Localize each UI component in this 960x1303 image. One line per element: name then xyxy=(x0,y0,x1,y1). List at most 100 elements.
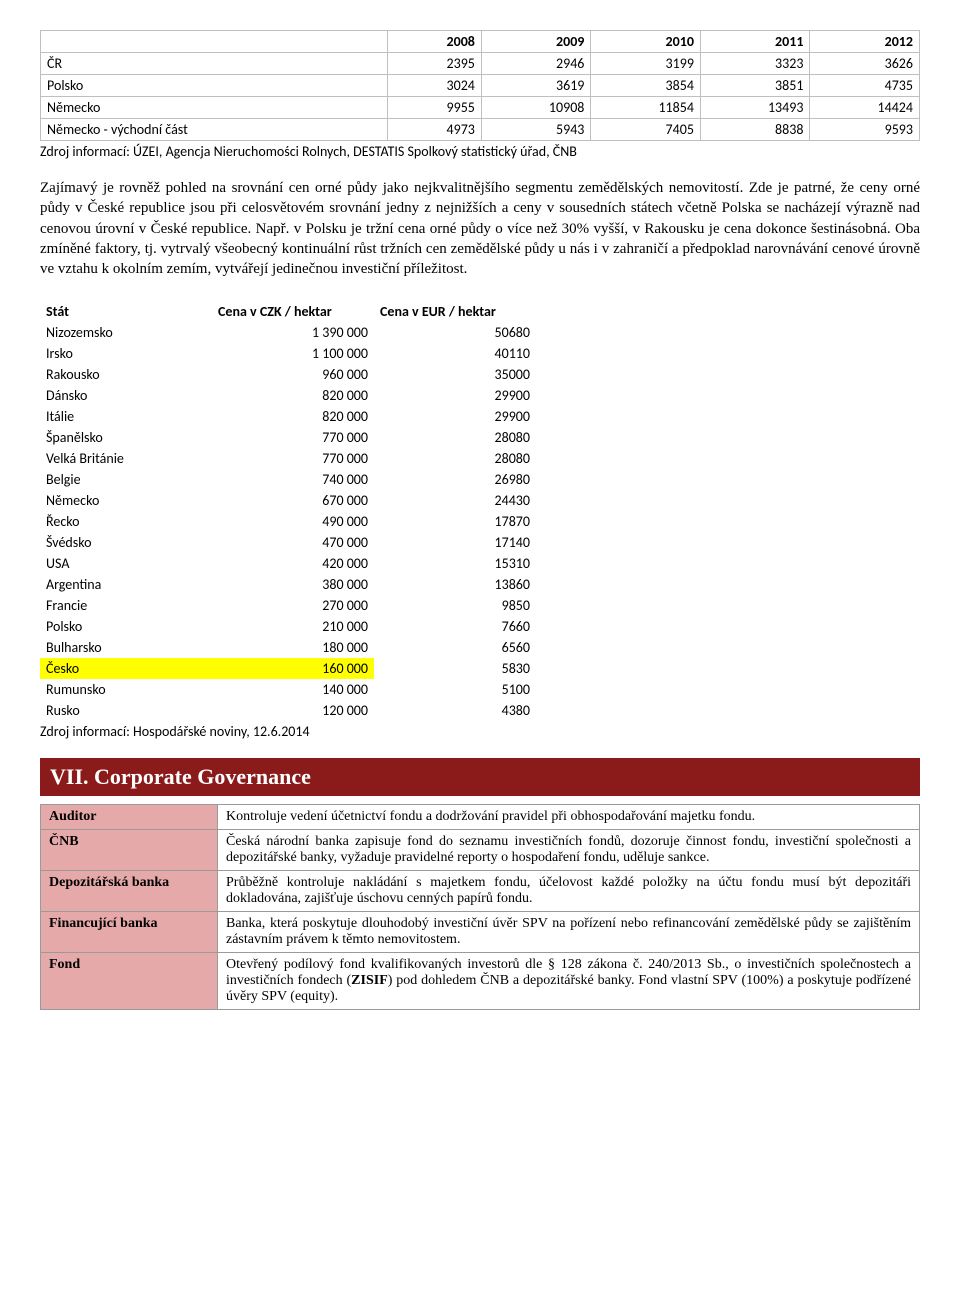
country-cell: Rusko xyxy=(40,700,212,721)
col-czk-header: Cena v CZK / hektar xyxy=(212,301,374,322)
year-header: 2012 xyxy=(810,31,920,53)
table-row: Itálie820 00029900 xyxy=(40,406,536,427)
table1-source: Zdroj informací: ÚZEI, Agencja Nieruchom… xyxy=(40,143,920,160)
table-row: Švédsko470 00017140 xyxy=(40,532,536,553)
table-row: Rakousko960 00035000 xyxy=(40,364,536,385)
table2-source: Zdroj informací: Hospodářské noviny, 12.… xyxy=(40,723,920,740)
price-cell: 470 000 xyxy=(212,532,374,553)
price-cell: 9850 xyxy=(374,595,536,616)
country-cell: Rakousko xyxy=(40,364,212,385)
table-row: Velká Británie770 00028080 xyxy=(40,448,536,469)
data-cell: 11854 xyxy=(591,97,701,119)
data-cell: 4735 xyxy=(810,75,920,97)
price-cell: 1 390 000 xyxy=(212,322,374,343)
country-cell: Česko xyxy=(40,658,212,679)
gov-row: Financující bankaBanka, která poskytuje … xyxy=(41,912,920,953)
price-cell: 17870 xyxy=(374,511,536,532)
year-header: 2010 xyxy=(591,31,701,53)
price-cell: 770 000 xyxy=(212,448,374,469)
data-cell: 9955 xyxy=(388,97,481,119)
gov-row: FondOtevřený podílový fond kvalifikovaný… xyxy=(41,953,920,1010)
section-title: VII. Corporate Governance xyxy=(40,758,920,796)
table-row: Polsko210 0007660 xyxy=(40,616,536,637)
price-cell: 270 000 xyxy=(212,595,374,616)
row-label: Německo xyxy=(41,97,388,119)
year-header: 2009 xyxy=(481,31,591,53)
data-cell: 2395 xyxy=(388,53,481,75)
data-cell: 2946 xyxy=(481,53,591,75)
gov-text: Průběžně kontroluje nakládání s majetkem… xyxy=(218,871,920,912)
table-header-row: Stát Cena v CZK / hektar Cena v EUR / he… xyxy=(40,301,536,322)
country-cell: Velká Británie xyxy=(40,448,212,469)
table-row: Irsko1 100 00040110 xyxy=(40,343,536,364)
table-row: USA420 00015310 xyxy=(40,553,536,574)
price-cell: 40110 xyxy=(374,343,536,364)
country-cell: Nizozemsko xyxy=(40,322,212,343)
row-label: ČR xyxy=(41,53,388,75)
col-eur-header: Cena v EUR / hektar xyxy=(374,301,536,322)
price-cell: 17140 xyxy=(374,532,536,553)
price-cell: 29900 xyxy=(374,385,536,406)
table-row: Německo670 00024430 xyxy=(40,490,536,511)
gov-row: AuditorKontroluje vedení účetnictví fond… xyxy=(41,805,920,830)
data-cell: 3024 xyxy=(388,75,481,97)
table-row: Nizozemsko1 390 00050680 xyxy=(40,322,536,343)
country-cell: Argentina xyxy=(40,574,212,595)
price-cell: 35000 xyxy=(374,364,536,385)
price-cell: 120 000 xyxy=(212,700,374,721)
price-cell: 29900 xyxy=(374,406,536,427)
body-paragraph: Zajímavý je rovněž pohled na srovnání ce… xyxy=(40,178,920,279)
price-cell: 490 000 xyxy=(212,511,374,532)
price-cell: 6560 xyxy=(374,637,536,658)
data-cell: 9593 xyxy=(810,119,920,141)
price-cell: 24430 xyxy=(374,490,536,511)
table-row: ČR23952946319933233626 xyxy=(41,53,920,75)
country-cell: Švédsko xyxy=(40,532,212,553)
table-row: Česko160 0005830 xyxy=(40,658,536,679)
country-cell: Německo xyxy=(40,490,212,511)
country-price-table: Stát Cena v CZK / hektar Cena v EUR / he… xyxy=(40,301,536,721)
price-cell: 740 000 xyxy=(212,469,374,490)
price-cell: 5830 xyxy=(374,658,536,679)
table-row: Francie270 0009850 xyxy=(40,595,536,616)
price-cell: 140 000 xyxy=(212,679,374,700)
price-cell: 7660 xyxy=(374,616,536,637)
data-cell: 3619 xyxy=(481,75,591,97)
row-label: Polsko xyxy=(41,75,388,97)
country-cell: Itálie xyxy=(40,406,212,427)
row-label: Německo - východní část xyxy=(41,119,388,141)
table-row: Belgie740 00026980 xyxy=(40,469,536,490)
gov-label: Fond xyxy=(41,953,218,1010)
table-row: Řecko490 00017870 xyxy=(40,511,536,532)
price-cell: 820 000 xyxy=(212,385,374,406)
gov-label: Financující banka xyxy=(41,912,218,953)
data-cell: 13493 xyxy=(700,97,810,119)
country-cell: Irsko xyxy=(40,343,212,364)
table-row: Polsko30243619385438514735 xyxy=(41,75,920,97)
country-cell: Dánsko xyxy=(40,385,212,406)
price-cell: 670 000 xyxy=(212,490,374,511)
country-cell: Řecko xyxy=(40,511,212,532)
country-cell: Bulharsko xyxy=(40,637,212,658)
price-cell: 28080 xyxy=(374,427,536,448)
price-cell: 26980 xyxy=(374,469,536,490)
year-header: 2008 xyxy=(388,31,481,53)
table-row: Španělsko770 00028080 xyxy=(40,427,536,448)
table-row: Bulharsko180 0006560 xyxy=(40,637,536,658)
gov-label: ČNB xyxy=(41,830,218,871)
country-cell: USA xyxy=(40,553,212,574)
data-cell: 10908 xyxy=(481,97,591,119)
data-cell: 8838 xyxy=(700,119,810,141)
country-cell: Belgie xyxy=(40,469,212,490)
price-cell: 770 000 xyxy=(212,427,374,448)
data-cell: 3626 xyxy=(810,53,920,75)
gov-label: Depozitářská banka xyxy=(41,871,218,912)
data-cell: 14424 xyxy=(810,97,920,119)
land-price-table: 2008 2009 2010 2011 2012 ČR2395294631993… xyxy=(40,30,920,141)
year-header: 2011 xyxy=(700,31,810,53)
price-cell: 210 000 xyxy=(212,616,374,637)
price-cell: 28080 xyxy=(374,448,536,469)
table-row: Německo - východní část49735943740588389… xyxy=(41,119,920,141)
price-cell: 4380 xyxy=(374,700,536,721)
table-row: Rumunsko140 0005100 xyxy=(40,679,536,700)
